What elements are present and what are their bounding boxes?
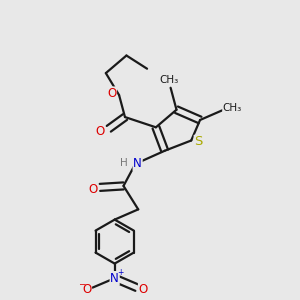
Text: N: N — [133, 158, 142, 170]
Text: O: O — [95, 125, 105, 138]
Text: S: S — [194, 136, 203, 148]
Text: −: − — [78, 279, 85, 288]
Text: H: H — [120, 158, 128, 168]
Text: CH₃: CH₃ — [223, 103, 242, 113]
Text: +: + — [117, 268, 123, 277]
Text: CH₃: CH₃ — [160, 75, 179, 85]
Text: O: O — [107, 87, 116, 100]
Text: O: O — [82, 283, 91, 296]
Text: O: O — [139, 283, 148, 296]
Text: O: O — [88, 183, 97, 196]
Text: N: N — [110, 272, 119, 285]
